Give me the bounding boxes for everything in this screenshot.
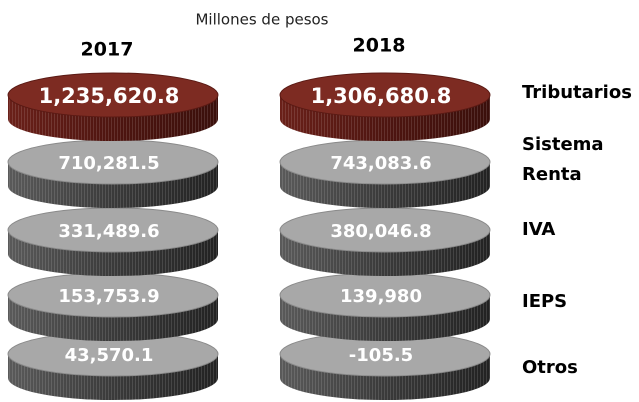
value-label: 380,046.8 [330,221,431,242]
value-label: -105.5 [349,345,413,366]
series-name: 2018 [353,35,406,57]
value-label: 743,083.6 [330,153,431,174]
disc [279,72,491,118]
value-label: 43,570.1 [65,345,154,366]
category-label: IVA [522,219,556,240]
category-label: Otros [522,357,578,378]
value-label: 710,281.5 [58,153,159,174]
disc [7,72,219,118]
value-label: 331,489.6 [58,221,159,242]
series-name: 2017 [81,39,134,61]
value-label: 1,306,680.8 [311,84,452,108]
category-label: IEPS [522,291,568,312]
category-label: Sistema Renta [522,134,604,185]
value-label: 1,235,620.8 [39,84,180,108]
value-label: 139,980 [340,286,422,307]
value-label: 153,753.9 [58,286,159,307]
category-label: Tributarios [522,82,632,103]
subtitle: Millones de pesos [195,11,328,29]
